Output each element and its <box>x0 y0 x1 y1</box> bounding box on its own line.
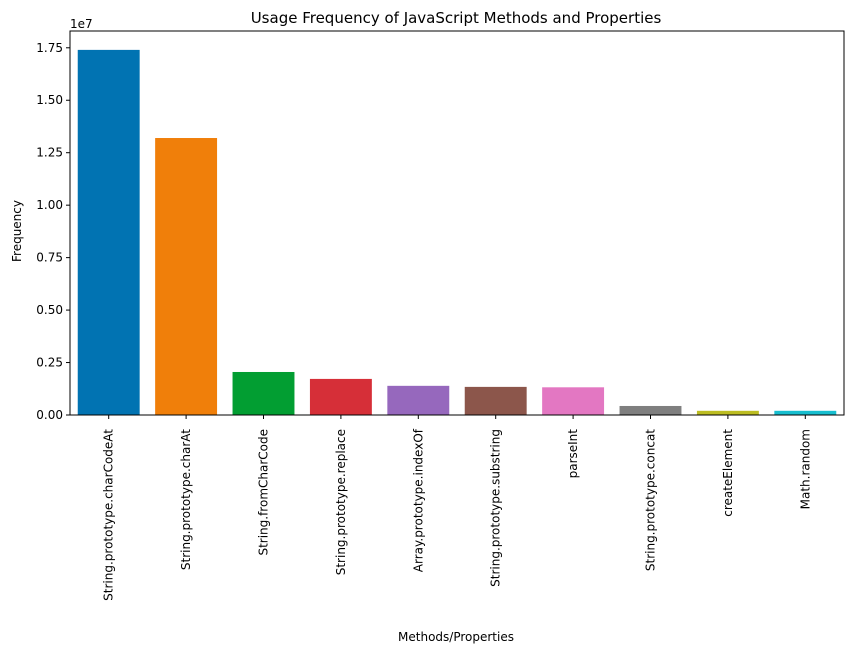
y-axis-label: Frequency <box>10 200 24 262</box>
bar <box>774 410 837 415</box>
axes-frame <box>69 30 845 416</box>
x-tick-label: String.prototype.charCodeAt <box>102 429 116 601</box>
y-tick-label: 1.25 <box>36 146 63 160</box>
x-tick-label: parseInt <box>566 429 580 479</box>
y-tick-label: 1.50 <box>36 93 63 107</box>
chart-title: Usage Frequency of JavaScript Methods an… <box>251 9 662 27</box>
x-tick-label: createElement <box>721 429 735 517</box>
x-tick-label: Array.prototype.indexOf <box>411 428 425 572</box>
y-offset-label: 1e7 <box>70 17 93 31</box>
bar <box>77 49 140 415</box>
bar <box>309 378 372 415</box>
y-tick-label: 0.50 <box>36 303 63 317</box>
bar <box>619 405 682 415</box>
y-tick-label: 0.25 <box>36 356 63 370</box>
bar <box>696 410 759 415</box>
bar <box>232 371 295 415</box>
y-tick-label: 1.75 <box>36 41 63 55</box>
x-tick-label: String.prototype.concat <box>644 429 658 571</box>
x-tick-label: String.prototype.replace <box>334 429 348 575</box>
plot-area: 0.00 0.25 0.50 0.75 1.00 1.25 1.50 1.75 String.p… <box>36 30 845 601</box>
bar <box>155 138 218 415</box>
bar <box>464 386 527 415</box>
x-tick-label: Math.random <box>798 429 812 509</box>
bar <box>387 385 450 415</box>
bar <box>542 387 605 415</box>
x-axis-label: Methods/Properties <box>398 630 514 644</box>
x-tick-label: String.prototype.charAt <box>179 429 193 570</box>
y-tick-label: 1.00 <box>36 198 63 212</box>
x-tick-label: String.fromCharCode <box>257 429 271 556</box>
x-tick-label: String.prototype.substring <box>489 429 503 587</box>
y-tick-label: 0.00 <box>36 408 63 422</box>
y-tick-label: 0.75 <box>36 251 63 265</box>
